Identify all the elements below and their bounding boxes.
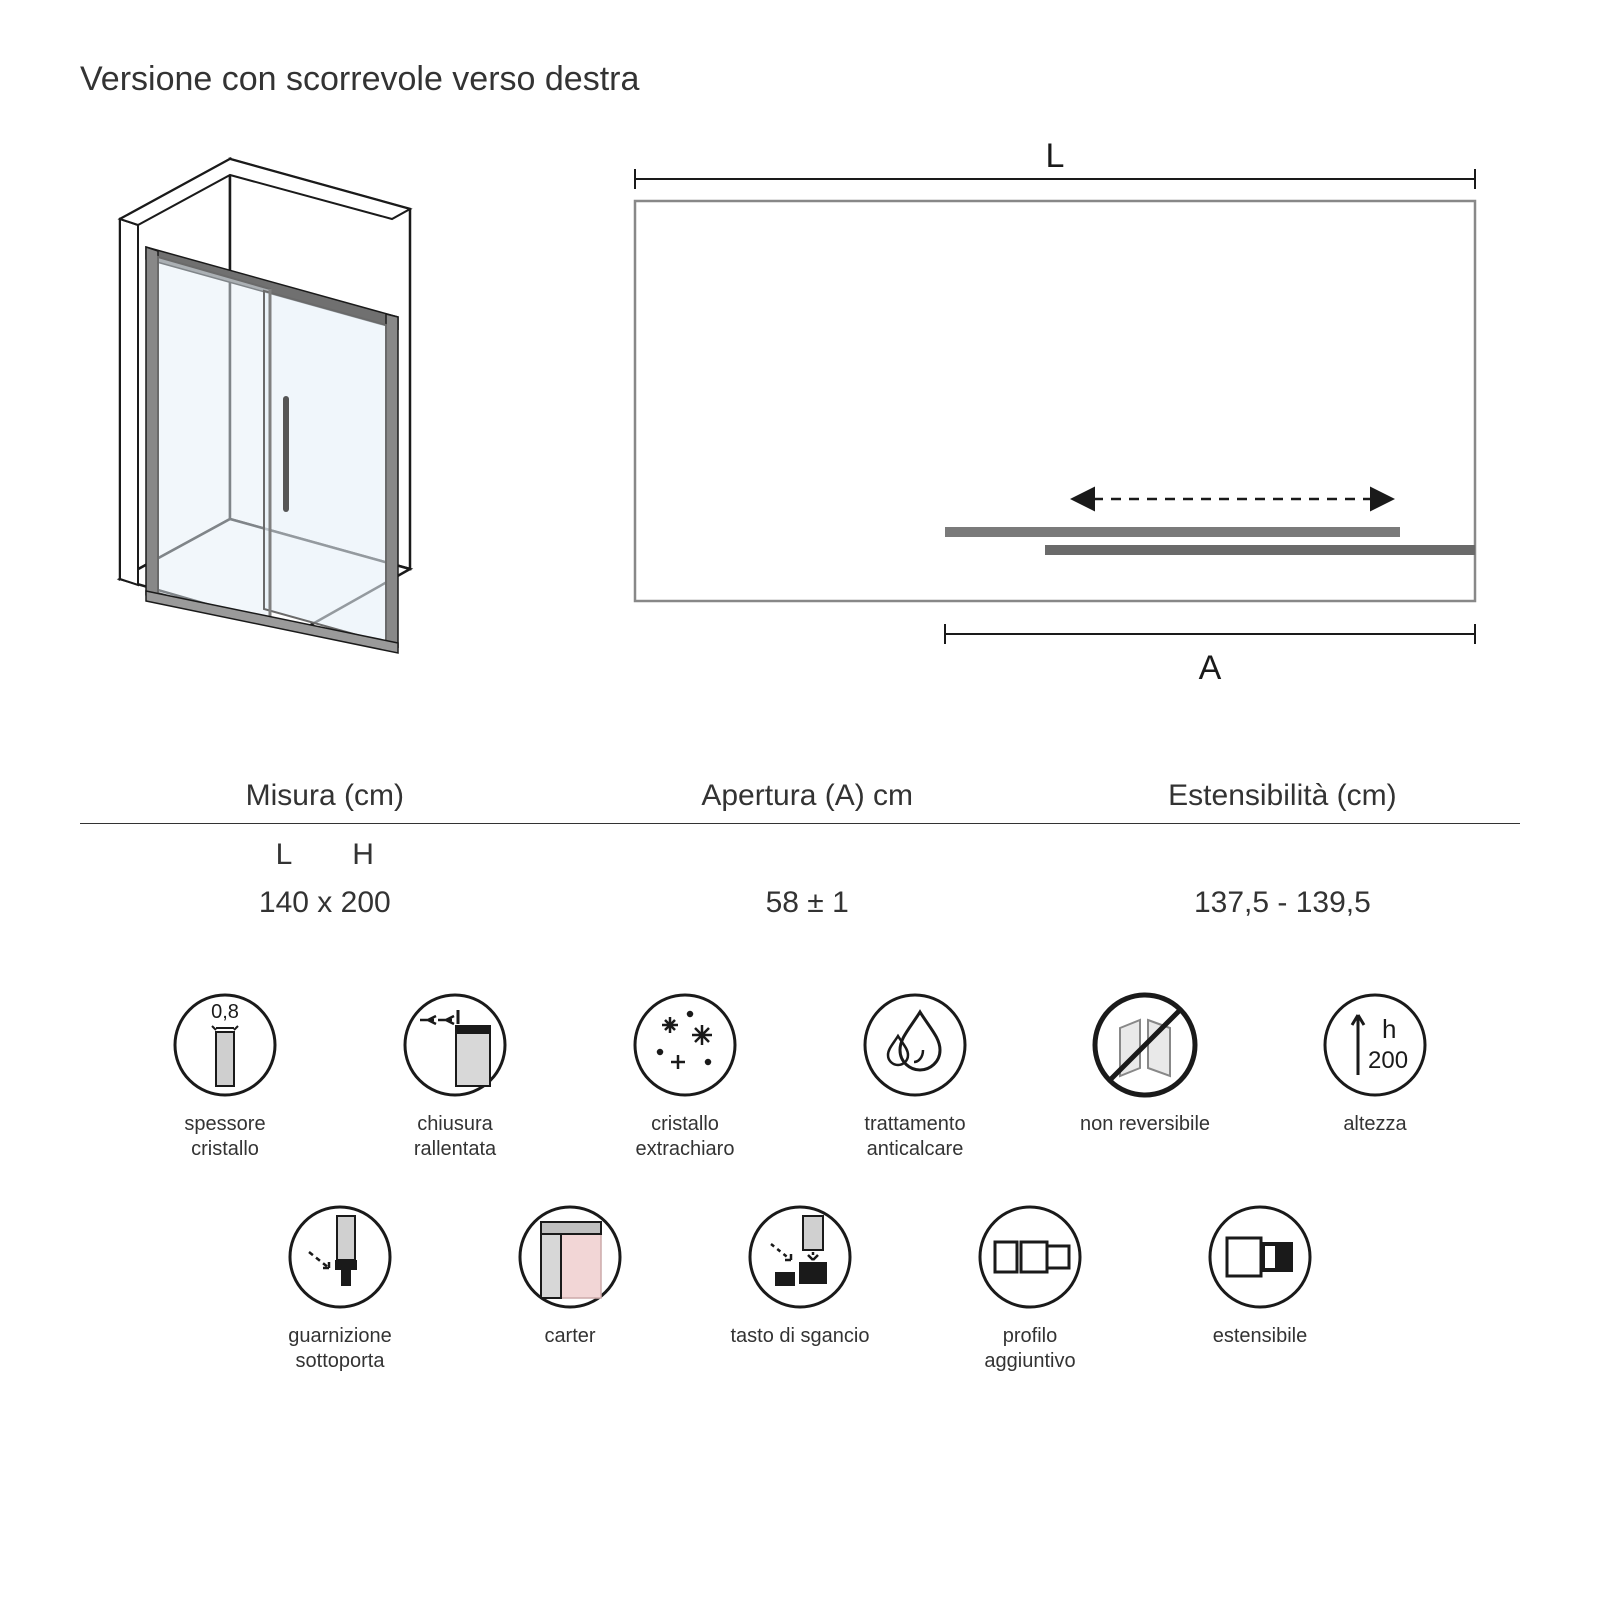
- droplets-icon: [860, 990, 970, 1100]
- feature-label: estensibile: [1213, 1324, 1308, 1349]
- feature-label: chiusura rallentata: [380, 1112, 530, 1162]
- td-apertura: 58 ± 1: [570, 886, 1045, 920]
- label-a: A: [1199, 649, 1222, 687]
- feature-spessore-cristallo: 0,8 spessore cristallo: [150, 990, 300, 1162]
- feature-guarnizione-sottoporta: guarnizione sottoporta: [265, 1202, 415, 1374]
- glass-thickness-icon: 0,8: [170, 990, 280, 1100]
- th-estensibilita: Estensibilità (cm): [1045, 779, 1520, 813]
- feature-altezza: h 200 altezza: [1300, 990, 1450, 1162]
- feature-label: cristallo extrachiaro: [610, 1112, 760, 1162]
- td-estensibilita: 137,5 - 139,5: [1045, 886, 1520, 920]
- th-sub-l: L: [276, 838, 293, 872]
- feature-label: spessore cristallo: [150, 1112, 300, 1162]
- feature-chiusura-rallentata: chiusura rallentata: [380, 990, 530, 1162]
- td-misura: 140 x 200: [80, 886, 570, 920]
- feature-label: trattamento anticalcare: [864, 1112, 965, 1162]
- plan-drawing: L: [590, 139, 1520, 699]
- feature-estensibile: estensibile: [1185, 1202, 1335, 1374]
- svg-text:200: 200: [1368, 1047, 1408, 1074]
- extra-profile-icon: [975, 1202, 1085, 1312]
- spec-table: Misura (cm) Apertura (A) cm Estensibilit…: [80, 779, 1520, 920]
- sparkle-icon: [630, 990, 740, 1100]
- soft-close-icon: [400, 990, 510, 1100]
- feature-cristallo-extrachiaro: cristallo extrachiaro: [610, 990, 760, 1162]
- isometric-drawing: [80, 139, 480, 659]
- th-apertura: Apertura (A) cm: [570, 779, 1045, 813]
- svg-text:h: h: [1382, 1014, 1396, 1044]
- feature-label: guarnizione sottoporta: [288, 1324, 391, 1374]
- label-l: L: [1046, 139, 1065, 175]
- features: 0,8 spessore cristallo chiusura rallenta…: [80, 990, 1520, 1374]
- extensible-icon: [1205, 1202, 1315, 1312]
- feature-trattamento-anticalcare: trattamento anticalcare: [840, 990, 990, 1162]
- feature-label: profilo aggiuntivo: [955, 1324, 1105, 1374]
- feature-tasto-di-sgancio: tasto di sgancio: [725, 1202, 875, 1374]
- carter-icon: [515, 1202, 625, 1312]
- feature-label: altezza: [1343, 1112, 1406, 1137]
- height-icon: h 200: [1320, 990, 1430, 1100]
- svg-text:0,8: 0,8: [211, 1001, 239, 1023]
- feature-carter: carter: [495, 1202, 645, 1374]
- page-title: Versione con scorrevole verso destra: [80, 60, 1520, 99]
- feature-non-reversibile: non reversibile: [1070, 990, 1220, 1162]
- feature-profilo-aggiuntivo: profilo aggiuntivo: [955, 1202, 1105, 1374]
- feature-label: tasto di sgancio: [731, 1324, 870, 1349]
- not-reversible-icon: [1090, 990, 1200, 1100]
- feature-label: carter: [544, 1324, 595, 1349]
- release-button-icon: [745, 1202, 855, 1312]
- th-sub-h: H: [352, 838, 374, 872]
- th-misura: Misura (cm): [80, 779, 570, 813]
- feature-label: non reversibile: [1080, 1112, 1210, 1137]
- bottom-seal-icon: [285, 1202, 395, 1312]
